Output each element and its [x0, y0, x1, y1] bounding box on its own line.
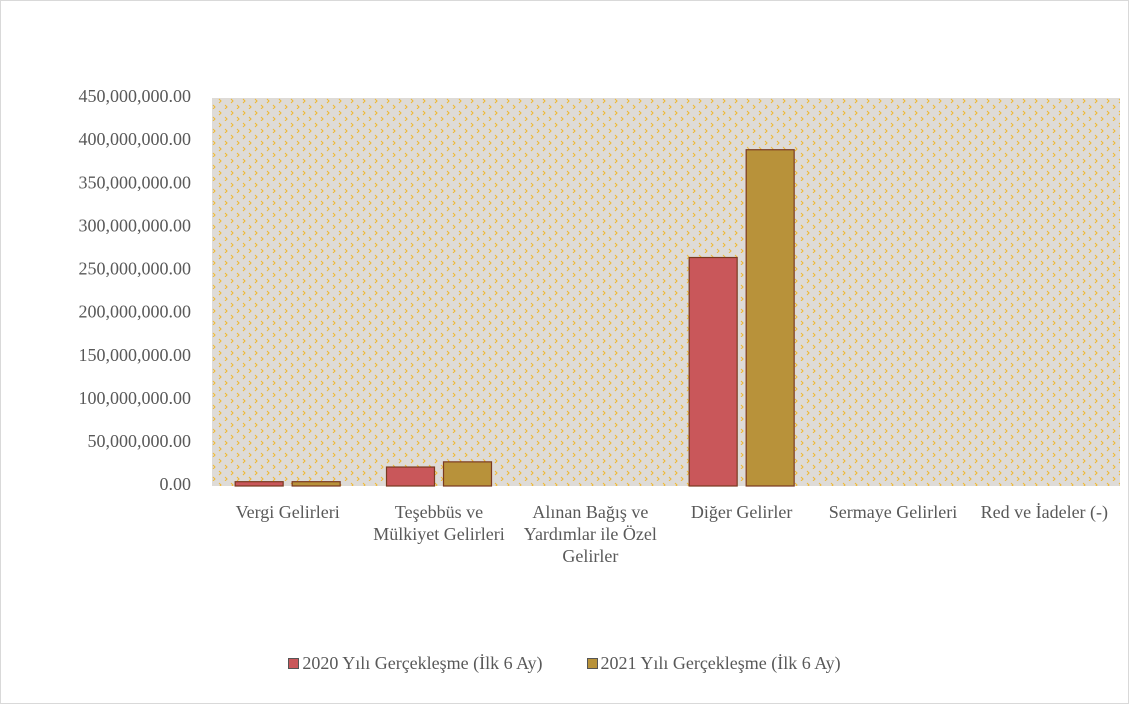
x-tick-label: Vergi Gelirleri [235, 502, 340, 522]
y-tick-label: 400,000,000.00 [79, 129, 192, 149]
bar [442, 461, 493, 487]
plot-area [212, 98, 1120, 486]
x-tick-label: Red ve İadeler (-) [980, 502, 1109, 522]
bar [234, 481, 284, 487]
legend-label: 2021 Yılı Gerçekleşme (İlk 6 Ay) [600, 653, 841, 673]
legend-label: 2020 Yılı Gerçekleşme (İlk 6 Ay) [302, 653, 543, 673]
y-tick-label: 200,000,000.00 [79, 302, 192, 322]
legend: 2020 Yılı Gerçekleşme (İlk 6 Ay) 2021 Yıl… [1, 653, 1128, 674]
y-tick-label: 250,000,000.00 [79, 259, 192, 279]
y-tick-label: 50,000,000.00 [88, 431, 192, 451]
bar [745, 149, 795, 487]
legend-swatch [586, 658, 598, 669]
legend-swatch [288, 658, 300, 669]
bar [688, 256, 738, 487]
bar [385, 466, 436, 487]
y-tick-label: 350,000,000.00 [79, 172, 192, 192]
y-tick-label: 100,000,000.00 [79, 388, 192, 408]
legend-item: 2021 Yılı Gerçekleşme (İlk 6 Ay) [586, 653, 841, 674]
y-tick-label: 450,000,000.00 [79, 86, 192, 106]
x-tick-label: Diğer Gelirler [690, 502, 793, 522]
y-tick-label: 0.00 [160, 474, 192, 494]
bar [291, 481, 341, 487]
x-tick-label: Alınan Bağış ve Yardımlar ile Özel Gelir… [523, 502, 657, 566]
legend-item: 2020 Yılı Gerçekleşme (İlk 6 Ay) [288, 653, 543, 674]
x-tick-label: Sermaye Gelirleri [828, 502, 958, 522]
y-tick-label: 300,000,000.00 [79, 215, 192, 235]
y-tick-label: 150,000,000.00 [79, 345, 192, 365]
x-tick-label: Teşebbüs ve Mülkiyet Gelirleri [373, 502, 505, 544]
